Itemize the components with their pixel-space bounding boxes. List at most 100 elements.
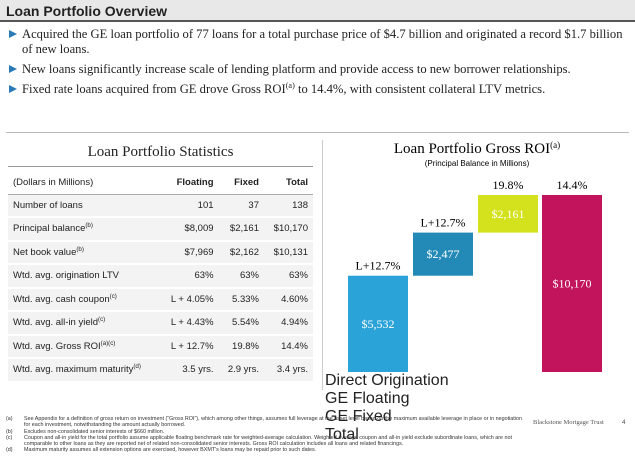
bullet: New loans significantly increase scale o… [8, 62, 628, 77]
bullet-list: Acquired the GE loan portfolio of 77 loa… [8, 27, 628, 102]
bullet-text: New loans significantly increase scale o… [22, 62, 571, 76]
bullet: Fixed rate loans acquired from GE drove … [8, 80, 628, 97]
cell: 5.33% [218, 287, 264, 312]
cell: 3.5 yrs. [160, 358, 219, 383]
bar [478, 195, 538, 233]
roi-label: 19.8% [493, 178, 524, 192]
superscript: (a) [285, 80, 295, 90]
roi-label: L+12.7% [355, 259, 400, 273]
column-header: (Dollars in Millions) [8, 172, 161, 195]
row-label: Wtd. avg. origination LTV [8, 264, 161, 289]
footnotes: (a) See Appendix for a definition of gros… [6, 416, 526, 454]
footnote-text: Coupon and all-in yield for the total po… [24, 434, 513, 448]
table-row: Wtd. avg. origination LTV 63% 63% 63% [8, 264, 313, 289]
cell: $2,161 [218, 217, 264, 242]
table-row: Wtd. avg. maximum maturity(d) 3.5 yrs. 2.9… [8, 358, 313, 383]
chart: Loan Portfolio Gross ROI(a) (Principal B… [348, 140, 602, 372]
superscript: (c) [98, 316, 106, 324]
label-text: Wtd. avg. origination LTV [13, 270, 119, 282]
superscript: (b) [76, 245, 84, 253]
category-labels: Direct Origination GE Floating GE Fixed Tot… [325, 372, 630, 443]
cell: 5.54% [218, 311, 264, 336]
footnote-marker: (b) [6, 428, 13, 435]
bar [542, 195, 602, 372]
row-label: Net book value(b) [8, 240, 161, 265]
divider [8, 166, 313, 167]
footnote-text: See Appendix for a definition of gross r… [24, 416, 522, 429]
cell: $2,162 [218, 240, 264, 265]
superscript: (b) [85, 222, 93, 230]
chart-title: Loan Portfolio Gross ROI(a) [394, 140, 560, 157]
roi-label: 14.4% [557, 178, 588, 192]
column-header: Fixed [218, 172, 264, 195]
category-label: Total [325, 426, 359, 443]
slide-title: Loan Portfolio Overview [0, 0, 635, 22]
category-label: GE Floating [325, 390, 410, 407]
cell: 101 [160, 194, 219, 218]
footnote: (d) Maximum maturity assumes all extensio… [6, 447, 526, 453]
footnote-text: Maximum maturity assumes all extension o… [24, 447, 317, 454]
bullet-text: to 14.4%, with consistent collateral LTV… [294, 82, 546, 96]
cell: 4.94% [263, 311, 313, 336]
bullet-text: Fixed rate loans acquired from GE drove … [22, 82, 286, 96]
footer-brand: Blackstone Mortgage Trust [533, 419, 604, 426]
label-text: Wtd. avg. Gross ROI [13, 340, 101, 352]
label-text: Wtd. avg. cash coupon [13, 293, 110, 305]
superscript: (c) [109, 292, 117, 300]
divider [322, 140, 323, 390]
superscript: (d) [133, 363, 141, 371]
value-label: $5,532 [362, 317, 395, 331]
footnote: (b) Excludes non-consolidated senior inte… [6, 429, 526, 435]
table-row: Net book value(b) $7,969 $2,162 $10,131 [8, 240, 313, 265]
category-label: Direct Origination [325, 372, 449, 389]
cell: $10,170 [263, 217, 313, 242]
cell: 4.60% [263, 287, 313, 312]
bullet: Acquired the GE loan portfolio of 77 loa… [8, 27, 628, 57]
bullet-text: Acquired the GE loan portfolio of 77 loa… [22, 27, 623, 56]
table-row: Number of loans 101 37 138 [8, 194, 313, 218]
chart-subtitle: (Principal Balance in Millions) [425, 159, 530, 168]
roi-label: L+12.7% [420, 216, 465, 230]
bar [348, 275, 408, 372]
footnote-marker: (d) [6, 447, 13, 454]
chart-title-sup: (a) [550, 140, 560, 150]
cell: 2.9 yrs. [218, 358, 264, 383]
row-label: Wtd. avg. maximum maturity(d) [8, 358, 161, 383]
cell: 3.4 yrs. [263, 358, 313, 383]
value-label: $2,161 [492, 207, 525, 221]
footnote-text: Excludes non-consolidated senior interes… [24, 428, 165, 435]
cell: 14.4% [263, 334, 313, 359]
column-header: Floating [160, 172, 219, 195]
table-row: Wtd. avg. Gross ROI(a)(c) L + 12.7% 19.8% 1… [8, 334, 313, 359]
cell: $8,009 [160, 217, 219, 242]
footnote-marker: (c) [6, 434, 13, 441]
cell: 19.8% [218, 334, 264, 359]
superscript: (a)(c) [100, 339, 116, 347]
column-header: Total [263, 172, 313, 195]
category-label: GE Fixed [325, 408, 392, 425]
row-label: Wtd. avg. cash coupon(c) [8, 287, 161, 312]
chart-title-text: Loan Portfolio Gross ROI [394, 141, 550, 157]
bar [413, 232, 473, 276]
footnote: (c) Coupon and all-in yield for the total… [6, 435, 526, 448]
row-label: Number of loans [8, 194, 161, 218]
cell: 37 [218, 194, 264, 218]
row-label: Wtd. avg. all-in yield(c) [8, 311, 161, 336]
cell: 63% [218, 264, 264, 289]
label-text: Principal balance [13, 223, 86, 235]
cell: 63% [263, 264, 313, 289]
table-row: Wtd. avg. all-in yield(c) L + 4.43% 5.54% 4… [8, 311, 313, 336]
label-text: Wtd. avg. all-in yield [13, 317, 99, 329]
label-text: Net book value [13, 246, 77, 258]
page-number: 4 [622, 419, 626, 426]
header-row: (Dollars in Millions) Floating Fixed Total [8, 172, 313, 195]
divider [6, 132, 629, 133]
table-row: Wtd. avg. cash coupon(c) L + 4.05% 5.33% 4.… [8, 287, 313, 312]
cell: L + 4.43% [160, 311, 219, 336]
cell: $7,969 [160, 240, 219, 265]
value-label: $2,477 [427, 247, 460, 261]
row-label: Wtd. avg. Gross ROI(a)(c) [8, 334, 161, 359]
table-title: Loan Portfolio Statistics [87, 144, 234, 160]
row-label: Principal balance(b) [8, 217, 161, 242]
footnote: (a) See Appendix for a definition of gros… [6, 416, 526, 429]
